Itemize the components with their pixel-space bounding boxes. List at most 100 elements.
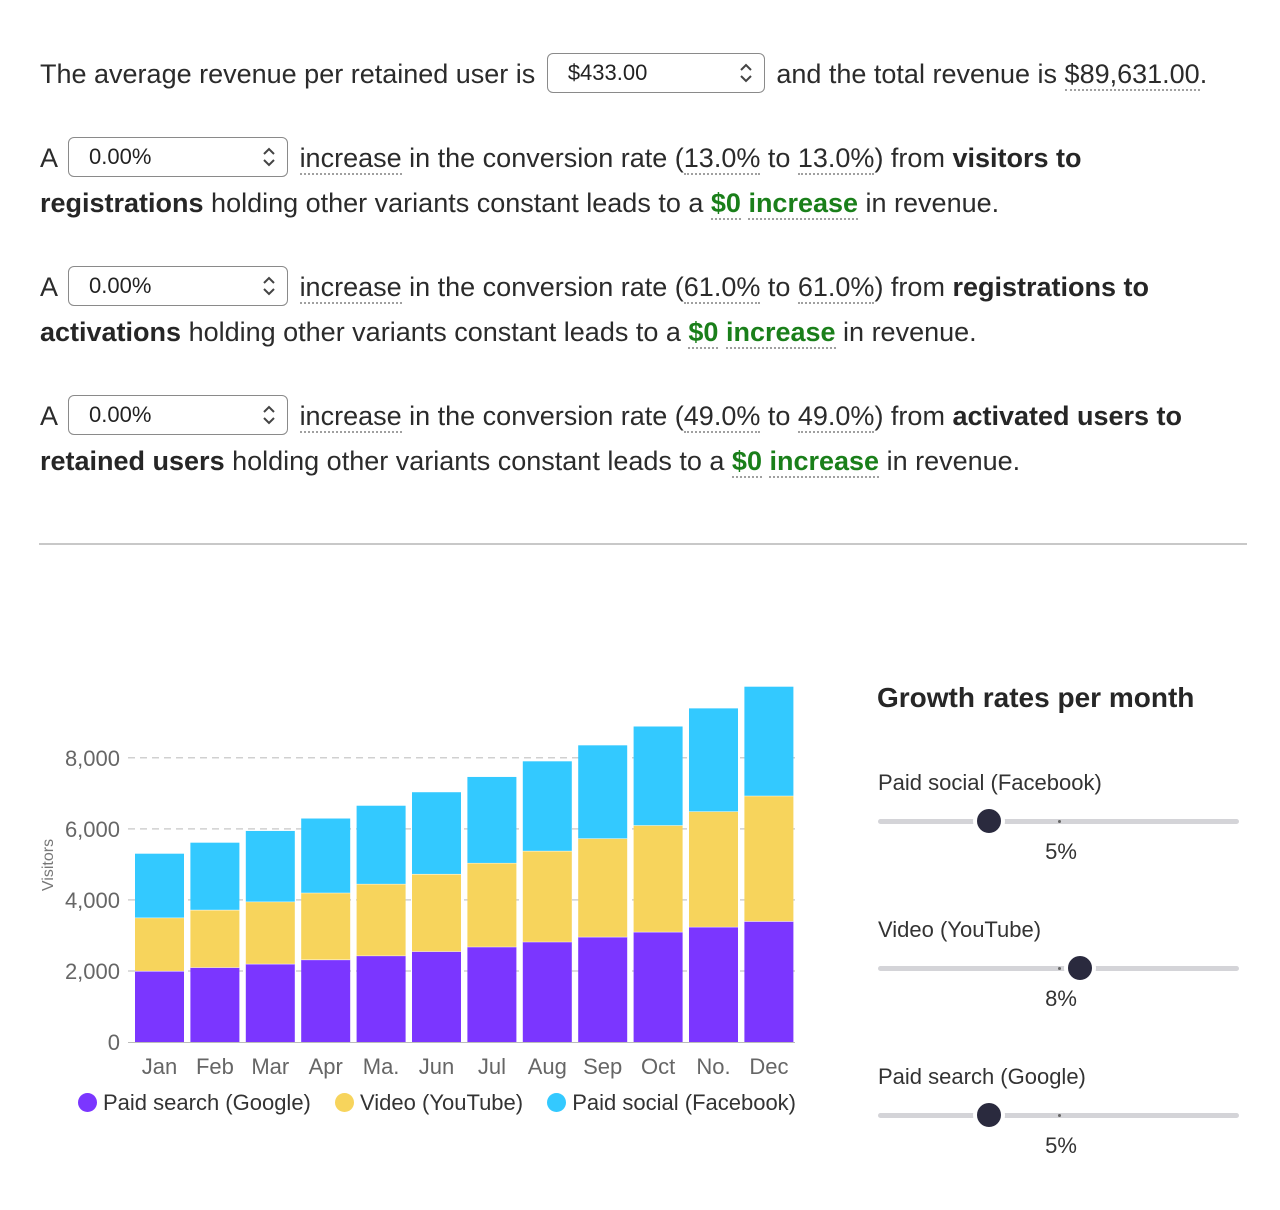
avg-revenue-value: $433.00: [567, 59, 648, 85]
bar-segment: [467, 862, 517, 947]
x-tick-label: Sep: [583, 1054, 622, 1079]
bar-segment: [190, 842, 240, 910]
bar-segment: [522, 761, 572, 851]
legend-label: Video (YouTube): [360, 1090, 524, 1115]
slider-thumb[interactable]: [1064, 952, 1097, 984]
stepper-arrows-icon[interactable]: [261, 272, 277, 300]
slider-tick: [1058, 820, 1061, 823]
rate-from: 61.0%: [683, 272, 761, 304]
legend-item-video[interactable]: Video (YouTube): [335, 1090, 523, 1115]
y-tick-label: 2,000: [65, 959, 120, 984]
conversion-increase-value: 0.00%: [89, 143, 152, 169]
legend-label: Paid social (Facebook): [572, 1090, 797, 1115]
rate-to: 61.0%: [797, 272, 875, 304]
revenue-impact-word: increase: [725, 317, 836, 349]
slider-tick: [1058, 967, 1061, 970]
rate-from: 13.0%: [683, 143, 761, 175]
x-tick-label: Mar: [251, 1054, 289, 1079]
legend-item-paid-search[interactable]: Paid search (Google): [78, 1090, 311, 1115]
bar-segment: [301, 959, 351, 1042]
slider-thumb[interactable]: [973, 805, 1006, 837]
section-divider: [39, 543, 1247, 545]
rate-to: 13.0%: [797, 143, 875, 175]
slider-label: Video (YouTube): [878, 917, 1042, 942]
revenue-prefix: The average revenue per retained user is: [40, 59, 536, 89]
x-tick-label: Apr: [309, 1054, 343, 1079]
conversion-increase-input[interactable]: 0.00%: [68, 136, 289, 177]
slider-value: 5%: [1045, 1133, 1077, 1158]
bar-segment: [467, 946, 517, 1042]
revenue-sentence: The average revenue per retained user is…: [40, 52, 1250, 97]
bar-segment: [467, 776, 517, 863]
x-tick-label: Dec: [749, 1054, 788, 1079]
slider-label: Paid search (Google): [878, 1064, 1086, 1089]
y-tick-label: 8,000: [65, 746, 120, 771]
scenario-text: holding other variants constant leads to…: [181, 317, 689, 347]
bar-segment: [689, 708, 738, 812]
scenario-lead: A: [40, 143, 57, 173]
scenario-lead: A: [40, 272, 57, 302]
bar-segment: [522, 850, 572, 942]
bar-segment: [578, 838, 628, 937]
scenario-text: to: [760, 272, 798, 302]
bar-segment: [633, 931, 683, 1042]
scenario-text: in revenue.: [858, 188, 1000, 218]
conversion-increase-input[interactable]: 0.00%: [68, 265, 289, 306]
x-tick-label: Ma.: [363, 1054, 400, 1079]
bar-segment: [578, 745, 628, 839]
bar-segment: [633, 726, 683, 826]
slider-value: 8%: [1045, 986, 1077, 1011]
avg-revenue-input[interactable]: $433.00: [546, 52, 765, 93]
bar-segment: [245, 830, 295, 902]
scenario-text: in revenue.: [835, 317, 977, 347]
y-axis-label: Visitors: [40, 839, 57, 891]
legend-item-paid-social[interactable]: Paid social (Facebook): [547, 1090, 796, 1115]
funnel-stage: visitors to registrations: [40, 143, 1082, 218]
total-revenue: $89,631.00: [1064, 59, 1200, 91]
bar-segment: [744, 795, 794, 922]
y-tick-label: 4,000: [65, 888, 120, 913]
bar-segment: [633, 825, 683, 932]
bar-segment: [412, 792, 461, 874]
growth-panel-title: Growth rates per month: [877, 682, 1195, 713]
bar-segment: [301, 892, 351, 960]
stepper-arrows-icon[interactable]: [261, 401, 277, 429]
scenario-lead: A: [40, 401, 57, 431]
scenario-text: to: [760, 143, 798, 173]
bar-segment: [135, 917, 184, 971]
legend-swatch: [335, 1092, 355, 1112]
funnel-stage: activated users to retained users: [40, 401, 1183, 476]
scenario-3: A 0.00% increase in the conversion rate …: [40, 394, 1250, 484]
bar-segment: [356, 805, 406, 884]
scenario-text: to: [760, 401, 798, 431]
conversion-increase-value: 0.00%: [89, 272, 152, 298]
slider-label: Paid social (Facebook): [878, 770, 1102, 795]
scenario-text: holding other variants constant leads to…: [203, 188, 711, 218]
scenario-1: A 0.00% increase in the conversion rate …: [40, 136, 1250, 226]
stepper-arrows-icon[interactable]: [261, 143, 277, 171]
scenario-text: in the conversion rate (: [401, 401, 684, 431]
chart-legend: Paid search (Google) Video (YouTube) Pai…: [78, 1090, 796, 1116]
x-tick-label: Jun: [419, 1054, 454, 1079]
conversion-increase-value: 0.00%: [89, 401, 152, 427]
bar-segment: [522, 941, 572, 1042]
bar-segment: [356, 883, 406, 956]
slider-thumb[interactable]: [973, 1099, 1006, 1131]
bar-segment: [744, 921, 794, 1042]
revenue-impact-amount: $0: [731, 446, 762, 478]
revenue-impact-amount: $0: [688, 317, 719, 349]
scenario-text: holding other variants constant leads to…: [224, 446, 732, 476]
x-tick-label: Oct: [641, 1054, 675, 1079]
bar-segment: [689, 926, 738, 1042]
x-tick-label: Feb: [196, 1054, 234, 1079]
scenario-text: in the conversion rate (: [401, 143, 684, 173]
bar-segment: [190, 967, 240, 1042]
bar-segment: [578, 936, 628, 1042]
conversion-increase-input[interactable]: 0.00%: [68, 394, 289, 435]
stepper-arrows-icon[interactable]: [738, 59, 754, 87]
scenario-2: A 0.00% increase in the conversion rate …: [40, 265, 1250, 355]
bar-segment: [412, 951, 461, 1042]
bar-segment: [135, 970, 184, 1042]
increase-word: increase: [299, 143, 402, 175]
x-tick-label: Aug: [528, 1054, 567, 1079]
